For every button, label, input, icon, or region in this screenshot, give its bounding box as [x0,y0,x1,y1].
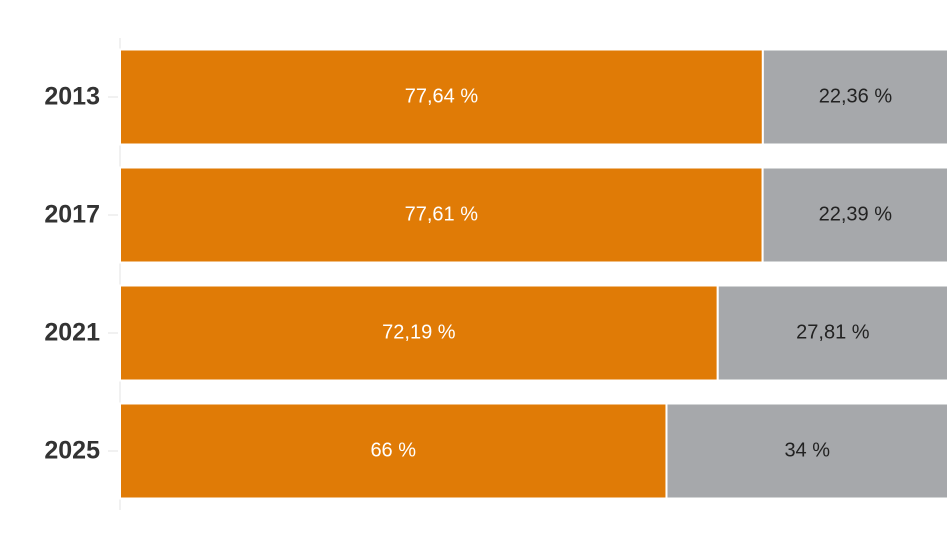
value-label: 77,61 % [405,203,479,225]
value-label: 27,81 % [796,321,870,343]
bar-segment [119,402,668,500]
bar-segment [119,48,764,146]
bar-segment [716,284,948,382]
bar-segment [761,166,948,264]
value-label: 66 % [370,439,416,461]
value-label: 22,39 % [819,203,893,225]
value-label: 77,64 % [405,85,479,107]
bar-segment [665,402,948,500]
y-tick-label: 2025 [44,437,100,465]
bar-segment [119,166,764,264]
value-label: 34 % [784,439,830,461]
y-tick-label: 2013 [44,83,100,111]
bar-segment [119,284,719,382]
y-tick-label: 2017 [44,201,100,229]
bar-segment [761,48,948,146]
y-tick-label: 2021 [44,319,100,347]
value-label: 22,36 % [819,85,893,107]
value-label: 72,19 % [382,321,456,343]
